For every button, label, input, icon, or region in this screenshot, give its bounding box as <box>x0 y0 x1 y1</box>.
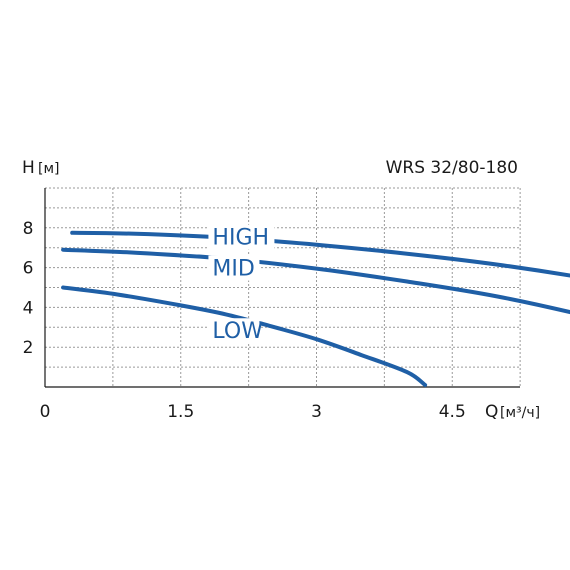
y-axis-unit: [м] <box>38 161 60 177</box>
y-tick-label: 4 <box>23 298 34 318</box>
grid <box>45 187 521 387</box>
y-tick-label: 6 <box>23 259 34 279</box>
curve-label-mid: MID <box>212 257 254 282</box>
x-tick-label: 0 <box>40 402 51 422</box>
y-tick-label: 8 <box>23 219 34 239</box>
x-tick-label: 1.5 <box>167 402 194 422</box>
curve-label-background <box>208 318 260 344</box>
curve-mid <box>61 247 570 315</box>
x-tick-label: 4.5 <box>439 402 466 422</box>
x-axis-unit: [м³/ч] <box>500 405 540 421</box>
curve-label-background <box>208 255 260 281</box>
x-tick-label: 3 <box>311 402 322 422</box>
curve-label-high: HIGH <box>212 226 269 251</box>
axes <box>44 188 520 388</box>
x-axis-symbol: Q <box>485 402 498 422</box>
curve-labels: HIGH MID LOW <box>208 224 275 344</box>
tick-labels: 01.534.567.592468 <box>23 219 466 422</box>
curve-label-low: LOW <box>212 319 263 344</box>
y-tick-label: 2 <box>23 338 34 358</box>
y-axis-symbol: H <box>22 158 35 178</box>
curve-low <box>61 285 428 387</box>
curve-label-background <box>208 224 275 250</box>
chart-title: WRS 32/80-180 <box>386 158 518 178</box>
